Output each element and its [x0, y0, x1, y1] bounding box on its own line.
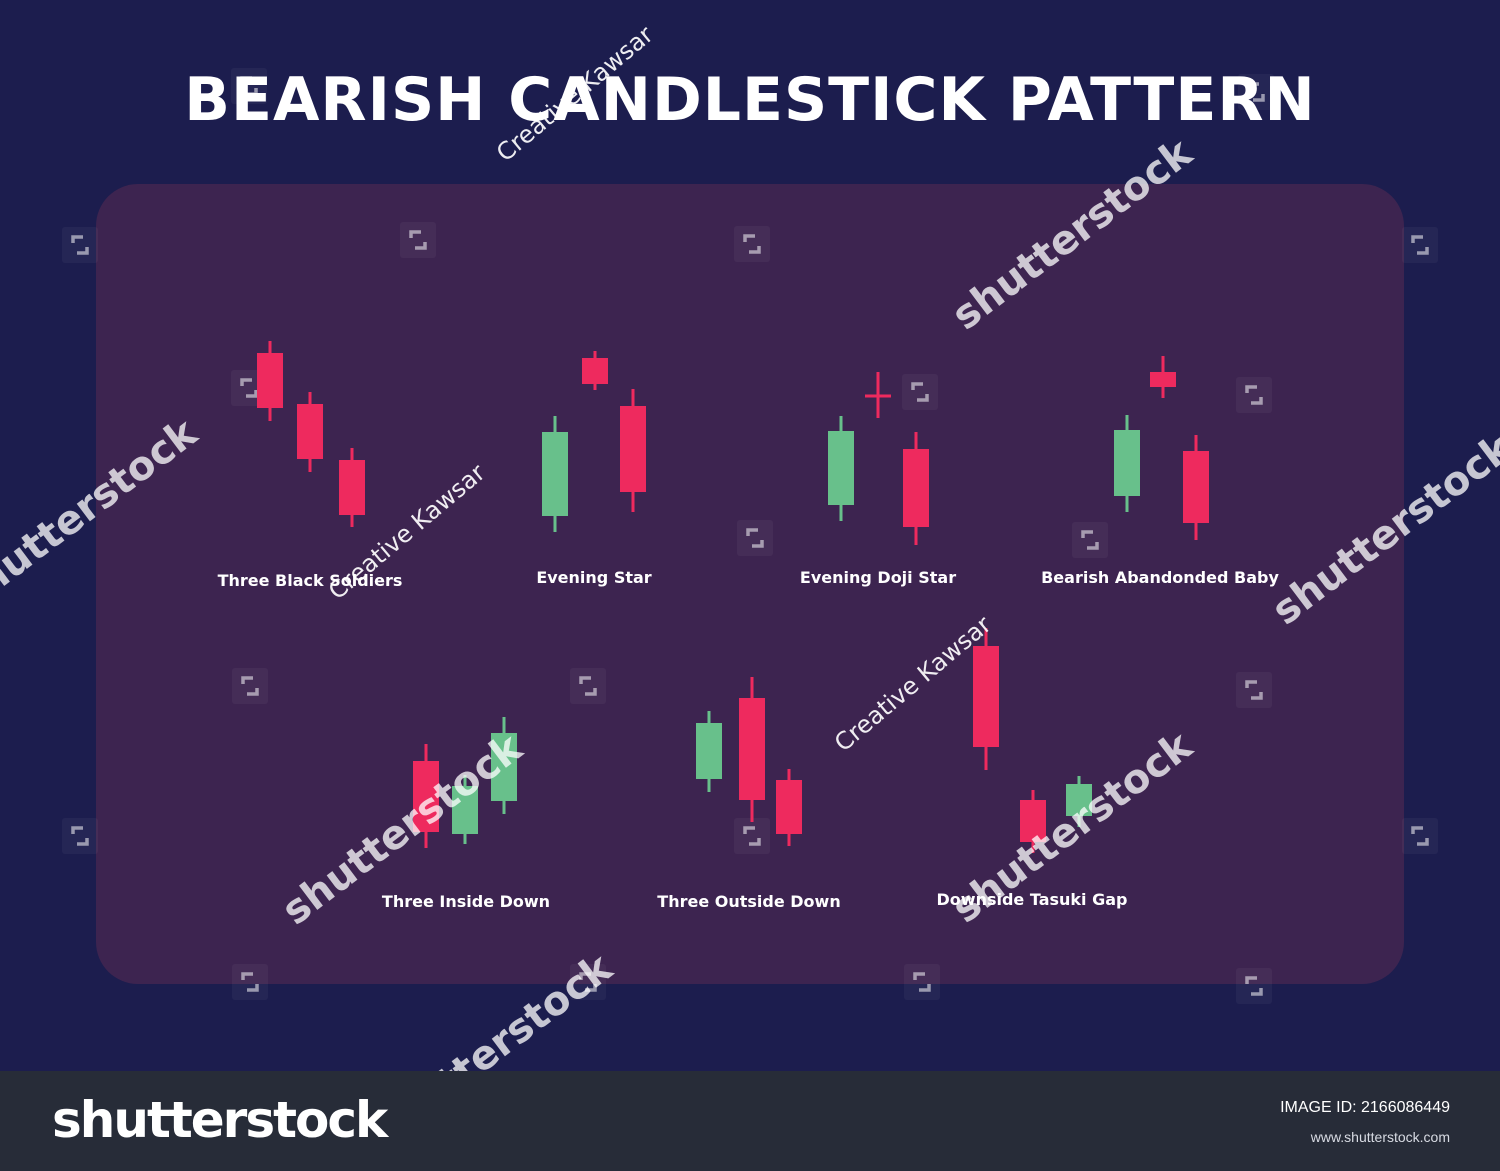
candle-body: [1020, 800, 1046, 842]
candle-body: [903, 449, 929, 527]
candle-body: [1066, 784, 1092, 816]
pattern-label: Three Black Soldiers: [218, 571, 403, 590]
watermark-logo-icon: [62, 818, 98, 854]
pattern-label: Downside Tasuki Gap: [937, 890, 1128, 909]
patterns-panel: [96, 184, 1404, 984]
pattern-label: Evening Doji Star: [800, 568, 956, 587]
bullish-candle: [542, 416, 568, 532]
pattern-label: Three Inside Down: [382, 892, 550, 911]
watermark-logo-icon: [1402, 227, 1438, 263]
shutterstock-logo[interactable]: shutterstock: [52, 1091, 388, 1149]
bearish-candle: [1150, 356, 1176, 398]
candle-body: [973, 646, 999, 747]
pattern-label: Evening Star: [536, 568, 651, 587]
candle-body: [452, 786, 478, 834]
bullish-candle: [452, 775, 478, 844]
watermark-logo-icon: [737, 520, 773, 556]
footer-bar: [0, 1071, 1500, 1171]
candle-body: [1183, 451, 1209, 523]
candle-body: [828, 431, 854, 505]
shutterstock-watermark: shutterstock: [944, 129, 1202, 339]
candle-body: [776, 780, 802, 834]
bearish-candle: [620, 389, 646, 512]
pattern-label: Bearish Abandonded Baby: [1041, 568, 1279, 587]
candle-body: [257, 353, 283, 408]
bullish-candle: [696, 711, 722, 792]
candle-body: [696, 723, 722, 779]
bearish-candle: [973, 628, 999, 770]
bearish-candle: [339, 448, 365, 527]
candle-body: [739, 698, 765, 800]
bearish-candle: [1183, 435, 1209, 540]
bearish-candle: [413, 744, 439, 848]
watermark-logo-icon: [232, 964, 268, 1000]
watermark-logo-icon: [1236, 968, 1272, 1004]
pattern-3: [828, 372, 929, 545]
shutterstock-watermark: shutterstock: [0, 409, 207, 619]
pattern-1: [257, 341, 365, 527]
watermark-logo-icon: [570, 964, 606, 1000]
bullish-candle: [491, 717, 517, 814]
author-watermark: Creative Kawsar: [491, 20, 658, 167]
candle-body: [297, 404, 323, 459]
pattern-2: [542, 351, 646, 532]
bullish-candle: [1066, 776, 1092, 827]
watermark-logo-icon: [1238, 74, 1274, 110]
watermark-logo-icon: [902, 374, 938, 410]
watermark-logo-icon: [1072, 522, 1108, 558]
bearish-candle: [739, 677, 765, 822]
candle-body: [542, 432, 568, 516]
candle-body: [339, 460, 365, 515]
bearish-candle: [776, 769, 802, 846]
doji-candle: [865, 372, 891, 418]
candle-body: [413, 761, 439, 832]
candle-body: [1114, 430, 1140, 496]
watermark-logo-icon: [904, 964, 940, 1000]
author-watermark: Creative Kawsar: [829, 610, 996, 757]
pattern-6: [696, 677, 802, 846]
bearish-candle: [903, 432, 929, 545]
watermark-layer: [62, 68, 1438, 1004]
watermark-logo-icon: [400, 222, 436, 258]
bullish-candle: [1114, 415, 1140, 512]
labels-layer: Three Black Soldiers Evening Star Evening …: [218, 568, 1280, 911]
bearish-candle: [1020, 790, 1046, 853]
watermark-logo-icon: [232, 668, 268, 704]
bearish-candle: [582, 351, 608, 390]
site-url[interactable]: www.shutterstock.com: [1310, 1129, 1450, 1145]
pattern-7: [973, 628, 1092, 853]
watermark-logo-icon: [231, 68, 267, 104]
bullish-candle: [828, 416, 854, 521]
watermark-logo-icon: [1236, 377, 1272, 413]
watermark-logo-icon: [62, 227, 98, 263]
watermark-logo-icon: [734, 818, 770, 854]
image-id: IMAGE ID: 2166086449: [1280, 1099, 1450, 1116]
candle-body: [620, 406, 646, 492]
candle-body: [582, 358, 608, 384]
page-title: BEARISH CANDLESTICK PATTERN: [184, 65, 1316, 135]
candle-body: [1150, 372, 1176, 387]
pattern-label: Three Outside Down: [657, 892, 840, 911]
watermark-logo-icon: [1236, 672, 1272, 708]
watermark-logo-icon: [734, 226, 770, 262]
bearish-candle: [257, 341, 283, 421]
watermark-logo-icon: [1402, 818, 1438, 854]
watermark-logo-icon: [570, 668, 606, 704]
shutterstock-watermark: shutterstock: [1264, 424, 1500, 634]
pattern-5: [413, 717, 517, 848]
candles-layer: [257, 341, 1209, 853]
candle-body: [491, 733, 517, 801]
pattern-4: [1114, 356, 1209, 540]
bearish-candle: [297, 392, 323, 472]
